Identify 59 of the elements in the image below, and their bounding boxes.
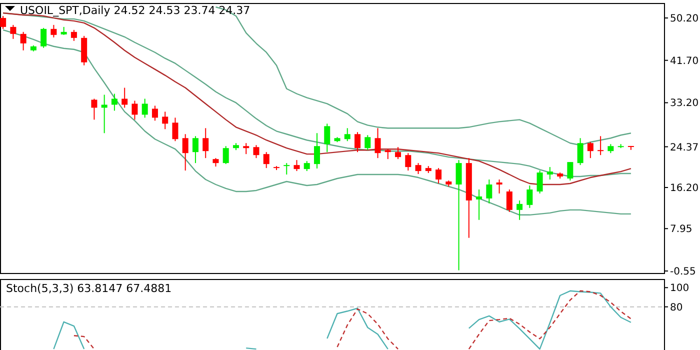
chart-title: Stoch(5,3,3) 63.8147 67.4881 <box>6 282 172 295</box>
candlestick <box>405 152 412 172</box>
candlestick <box>253 144 260 159</box>
candlestick <box>122 87 128 108</box>
candlestick <box>162 111 168 130</box>
candlestick <box>526 184 533 208</box>
candlestick <box>536 170 543 194</box>
candlestick <box>182 134 188 172</box>
candlestick <box>577 138 584 166</box>
candlestick <box>324 123 330 153</box>
candlestick <box>0 15 6 30</box>
y-tick-label: 80 <box>670 302 683 314</box>
candlestick <box>598 136 604 156</box>
candlestick <box>496 179 502 194</box>
candlestick <box>294 160 300 172</box>
candlestick <box>172 117 178 142</box>
candlestick <box>476 188 482 220</box>
candlestick <box>415 162 422 175</box>
candlestick <box>20 31 26 51</box>
candlestick <box>384 148 391 160</box>
candlestick <box>192 136 198 164</box>
candlestick <box>587 142 594 159</box>
candlestick <box>436 168 442 184</box>
candlestick <box>374 128 381 159</box>
candlestick <box>354 132 361 153</box>
candlestick <box>486 179 492 204</box>
candlestick <box>546 166 553 180</box>
y-tick-label: 7.95 <box>670 224 692 236</box>
candlestick <box>344 128 350 142</box>
candlestick <box>395 146 402 160</box>
candlestick <box>70 29 77 42</box>
candlestick <box>10 24 16 40</box>
candlestick <box>202 128 209 159</box>
candlestick <box>111 93 118 112</box>
candlestick <box>284 162 290 176</box>
y-tick-label: -0.55 <box>670 266 696 278</box>
candlestick <box>91 98 98 120</box>
candlestick <box>506 188 512 212</box>
y-tick-label: 16.20 <box>670 182 699 194</box>
candlestick <box>456 160 462 271</box>
candlestick <box>567 162 574 182</box>
y-tick-label: 33.20 <box>670 98 699 110</box>
candlestick <box>222 146 229 165</box>
candlestick <box>152 105 158 122</box>
candlestick <box>263 152 270 169</box>
candlestick <box>142 98 148 118</box>
candlestick <box>40 27 47 48</box>
candlestick <box>516 200 523 220</box>
y-tick-label: 100 <box>670 283 690 294</box>
candlestick <box>243 142 250 155</box>
candlestick <box>50 24 57 38</box>
y-tick-label: 41.70 <box>670 56 699 67</box>
candlestick <box>101 94 108 134</box>
candlestick <box>314 132 320 170</box>
candlestick <box>364 134 371 151</box>
y-tick-label: 24.37 <box>670 142 699 154</box>
candlestick <box>132 100 138 120</box>
y-tick-label: 50.20 <box>670 13 699 24</box>
candlestick <box>304 160 310 172</box>
